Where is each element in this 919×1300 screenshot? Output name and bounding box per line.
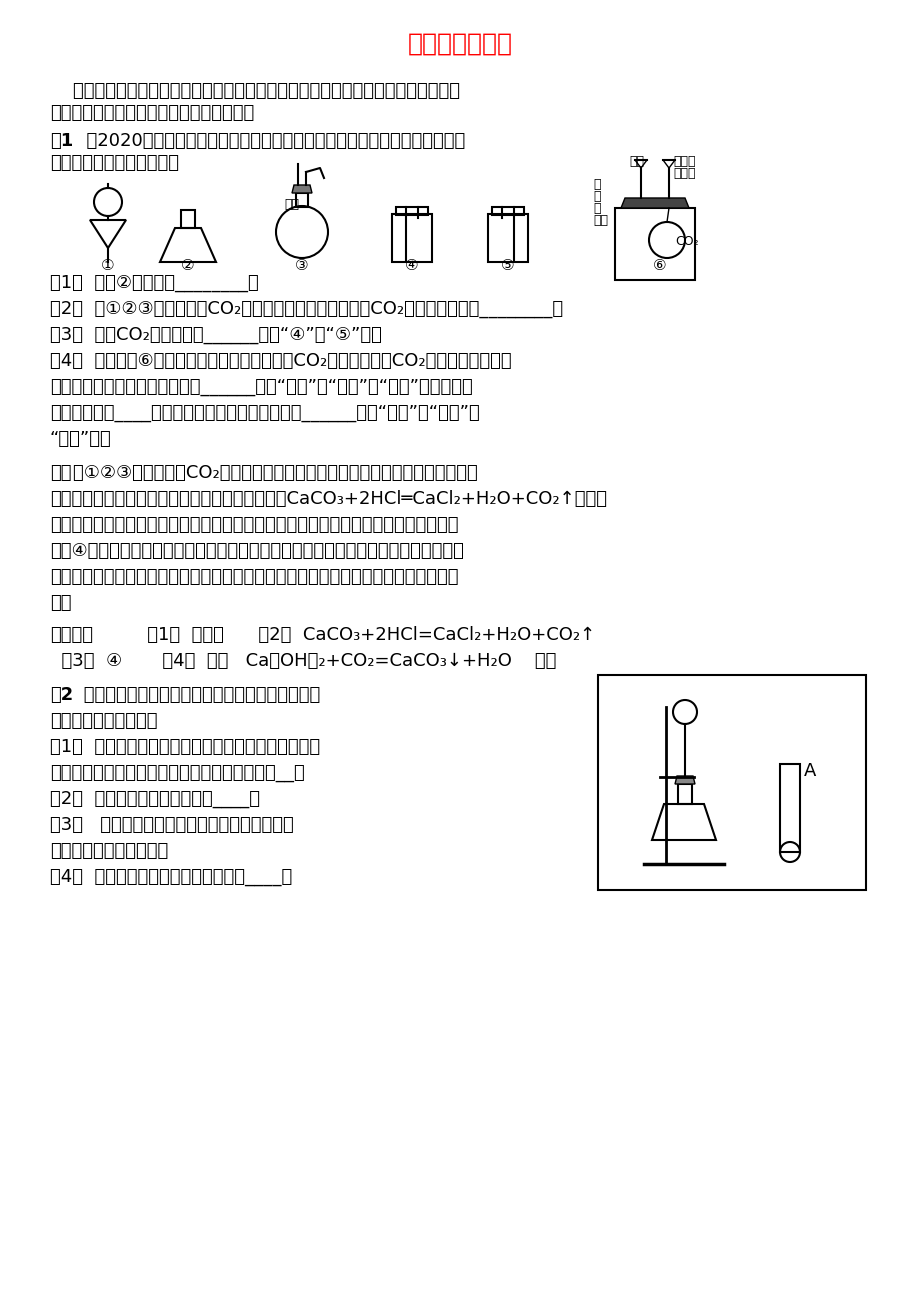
Text: 化学方程式为____；再加入足量盐酸，观察到气球______（填“变大”、“变小”或: 化学方程式为____；再加入足量盐酸，观察到气球______（填“变大”、“变小… [50, 404, 479, 422]
Text: 氯氧化: 氯氧化 [673, 155, 695, 168]
Text: （1）  请将实验室制取并检验该气体的实验装置图补充: （1） 请将实验室制取并检验该气体的实验装置图补充 [50, 738, 320, 757]
Text: 状。: 状。 [50, 594, 72, 612]
Text: ①: ① [101, 257, 115, 273]
Text: ⑥: ⑥ [652, 257, 666, 273]
Bar [181, 211, 195, 227]
Text: 某同学要在实验室中制取并检验二氧化碳气体，请: 某同学要在实验室中制取并检验二氧化碳气体，请 [78, 686, 320, 705]
Bar [677, 784, 691, 803]
Text: 解析: 解析 [50, 464, 72, 482]
Text: CO₂: CO₂ [675, 235, 698, 248]
Polygon shape [291, 185, 312, 192]
Text: 双孔: 双孔 [284, 198, 299, 211]
Text: 二氧化碳的制取是初中化学学习的重要实验，是中考的必考内容，需重点掌握制取: 二氧化碳的制取是初中化学学习的重要实验，是中考的必考内容，需重点掌握制取 [50, 82, 460, 100]
Bar [391, 214, 432, 263]
Text: （4）  检验二氧化碳气体的化学方程：____。: （4） 检验二氧化碳气体的化学方程：____。 [50, 868, 292, 887]
Text: “不变”）。: “不变”）。 [50, 430, 111, 448]
Text: 和稀盐酸反应制取二氧化碳，反应的化学方程式为CaCO₃+2HCl═CaCl₂+H₂O+CO₂↑。根据: 和稀盐酸反应制取二氧化碳，反应的化学方程式为CaCO₃+2HCl═CaCl₂+H… [50, 490, 607, 508]
Text: 玻: 玻 [593, 178, 600, 191]
Text: （2）  用①②③组合可制备CO₂，写出实验室用此装置制备CO₂的化学方程式：________。: （2） 用①②③组合可制备CO₂，写出实验室用此装置制备CO₂的化学方程式：__… [50, 300, 562, 318]
Bar [597, 675, 865, 891]
Bar [779, 764, 800, 852]
Text: 完整，并在图中写出发生装置中固体药品的名称__。: 完整，并在图中写出发生装置中固体药品的名称__。 [50, 764, 304, 783]
Text: 钔溶液: 钔溶液 [673, 166, 695, 179]
Text: 二氧化碳的制取: 二氧化碳的制取 [407, 32, 512, 56]
Text: A: A [803, 762, 815, 780]
Text: 二氧化碳能溶于水，密度比空气大的性质，可确定收集方法（向上排空气法）和收集装: 二氧化碳能溶于水，密度比空气大的性质，可确定收集方法（向上排空气法）和收集装 [50, 516, 458, 534]
Text: （4）  利用如图⑥所示装置（集气瓶中预先装满CO₂气体）来验证CO₂的性质，先加入一: （4） 利用如图⑥所示装置（集气瓶中预先装满CO₂气体）来验证CO₂的性质，先加… [50, 352, 511, 370]
Text: （3）  收集CO₂应选用装置______（填“④”或“⑤”）。: （3） 收集CO₂应选用装置______（填“④”或“⑤”）。 [50, 326, 381, 344]
Text: 气球: 气球 [593, 214, 607, 227]
Text: 和实验装置回答有关问题：: 和实验装置回答有关问题： [50, 153, 179, 172]
Text: ②: ② [181, 257, 195, 273]
Text: 变大。加入足量盐酸后，盐酸和碳酸馒反应，生成氯化馒、水和二氧化碳，气压恢复原: 变大。加入足量盐酸后，盐酸和碳酸馒反应，生成氯化馒、水和二氧化碳，气压恢复原 [50, 568, 458, 586]
Text: （2020年四川宜宾改编）化学是一门以实验为基础的科学。请根据下列仪器: （2020年四川宜宾改编）化学是一门以实验为基础的科学。请根据下列仪器 [75, 133, 465, 150]
Text: 定量的澄清石灰水，观察到气球______（填“变大”、“变小”或“不变”），反应的: 定量的澄清石灰水，观察到气球______（填“变大”、“变小”或“不变”），反应… [50, 378, 472, 396]
Text: 二氧化碳气体的原理、步骤、注意事项等。: 二氧化碳气体的原理、步骤、注意事项等。 [50, 104, 254, 122]
Text: 例2: 例2 [50, 686, 74, 705]
Text: 用①②③组合可制备CO₂，反应装置属于固液不需加热型，在实验室常用大理石: 用①②③组合可制备CO₂，反应装置属于固液不需加热型，在实验室常用大理石 [50, 464, 477, 482]
Polygon shape [620, 198, 688, 208]
Text: （2）  试管在此实验中的用途是____。: （2） 试管在此实验中的用途是____。 [50, 790, 260, 809]
Text: ③: ③ [295, 257, 309, 273]
Text: （3）   写出实验室制取二氧化碳气体的化学方程: （3） 写出实验室制取二氧化碳气体的化学方程 [50, 816, 293, 835]
Text: 璐: 璐 [593, 190, 600, 203]
Bar [296, 192, 308, 207]
Text: ④: ④ [404, 257, 418, 273]
Polygon shape [675, 776, 694, 784]
Text: 式：　　　　　　　　。: 式： 。 [50, 842, 168, 861]
Text: （1）  仪器②的名称是________。: （1） 仪器②的名称是________。 [50, 274, 258, 292]
Text: 例1: 例1 [50, 133, 74, 150]
Bar [487, 214, 528, 263]
Text: （3）  ④       （4）  变大   Ca（OH）₂+CO₂=CaCO₃↓+H₂O    变小: （3） ④ （4） 变大 Ca（OH）₂+CO₂=CaCO₃↓+H₂O 变小 [50, 653, 556, 670]
Text: （1）  锥形瓶      （2）  CaCO₃+2HCl=CaCl₂+H₂O+CO₂↑: （1） 锥形瓶 （2） CaCO₃+2HCl=CaCl₂+H₂O+CO₂↑ [130, 627, 595, 644]
Text: 结合图回答下列问题：: 结合图回答下列问题： [50, 712, 157, 731]
Text: ⑤: ⑤ [501, 257, 515, 273]
Text: 置（④）。氯氧化馒能与二氧化碳反应生成碳酸馒和水，使集气瓶内的气压变小，气球: 置（④）。氯氧化馒能与二氧化碳反应生成碳酸馒和水，使集气瓶内的气压变小，气球 [50, 542, 463, 560]
Text: 盐酸: 盐酸 [629, 155, 644, 168]
Bar [614, 208, 694, 280]
Text: 管: 管 [593, 202, 600, 214]
Bar [492, 207, 524, 215]
Text: 参考答案: 参考答案 [50, 627, 93, 644]
Bar [395, 207, 427, 215]
